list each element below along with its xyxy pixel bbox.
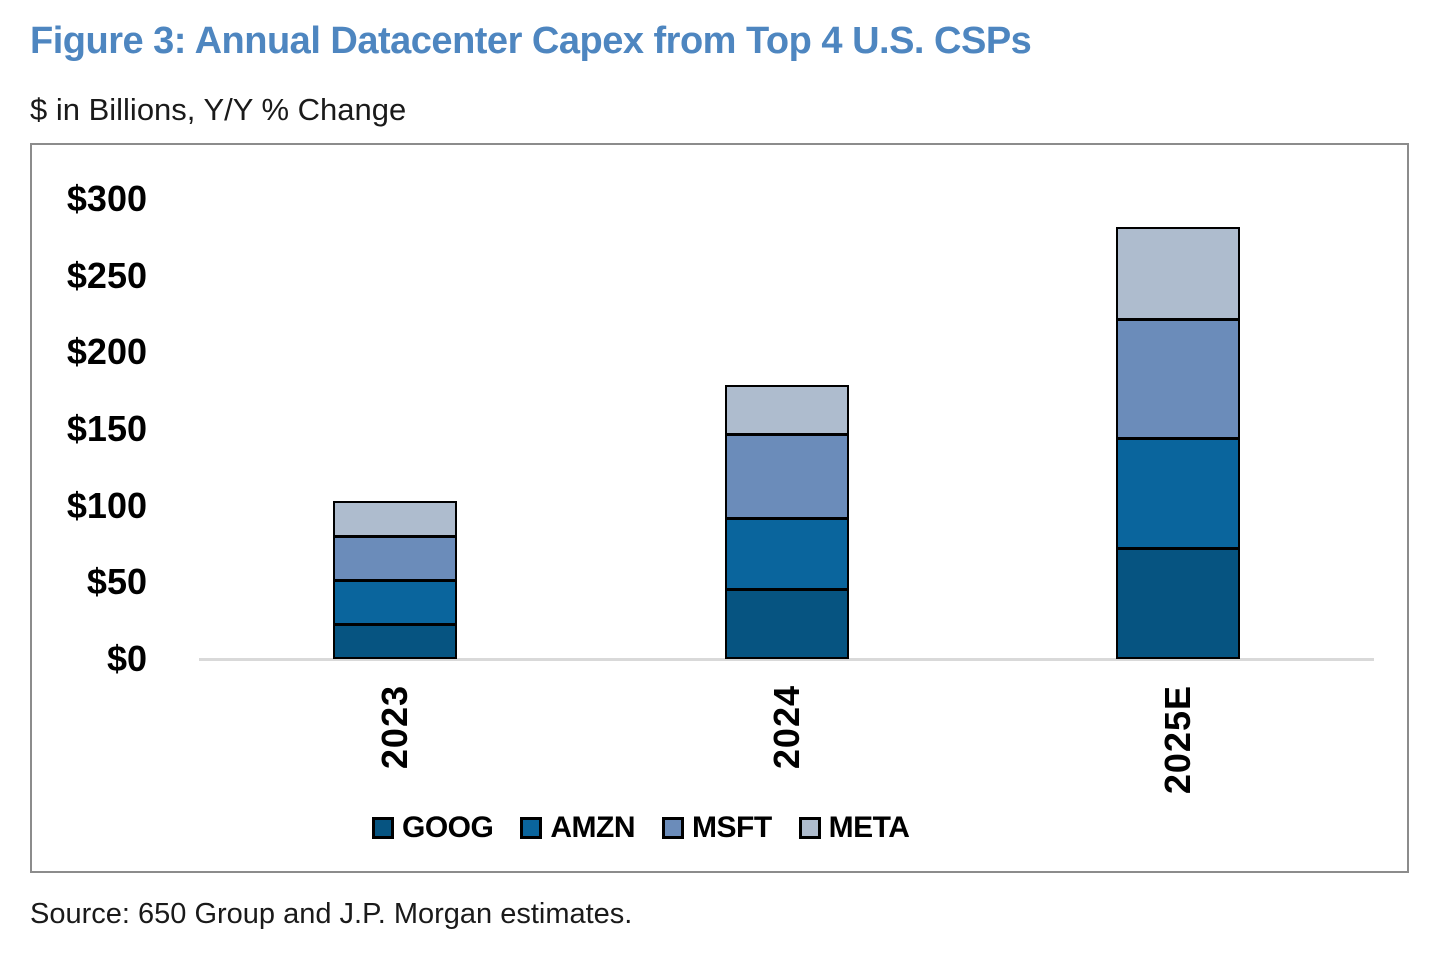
y-tick-label: $200 — [66, 331, 147, 373]
legend-swatch-meta — [798, 817, 821, 839]
bar-segment-amzn — [1118, 436, 1239, 547]
y-tick-label: $100 — [66, 484, 147, 526]
legend-item-meta: META — [798, 811, 910, 845]
legend-label: META — [828, 811, 910, 844]
y-tick-label: $50 — [86, 561, 147, 603]
figure-subtitle: $ in Billions, Y/Y % Change — [30, 92, 407, 127]
bar-segment-amzn — [334, 579, 455, 624]
bar-segment-meta — [334, 503, 455, 536]
legend-item-msft: MSFT — [662, 811, 772, 845]
x-axis-label-2025e: 2025E — [1153, 685, 1203, 794]
x-axis-label-text: 2025E — [1157, 685, 1199, 795]
legend-label: MSFT — [692, 811, 772, 844]
x-axis-label-text: 2024 — [765, 685, 807, 770]
bar-segment-meta — [1118, 228, 1239, 318]
legend: GOOG AMZN MSFT META — [372, 811, 910, 845]
bar-segment-meta — [726, 386, 847, 434]
legend-swatch-goog — [372, 817, 394, 839]
y-tick-label: $150 — [66, 408, 147, 450]
stacked-bar-2025e — [1116, 226, 1241, 659]
bar-segment-goog — [726, 588, 847, 657]
bar-segment-goog — [1118, 546, 1239, 657]
y-tick-label: $250 — [66, 254, 147, 296]
legend-label: AMZN — [550, 811, 635, 844]
figure-title: Figure 3: Annual Datacenter Capex from T… — [30, 20, 1032, 62]
bar-segment-msft — [726, 433, 847, 517]
bar-segment-msft — [1118, 317, 1239, 437]
x-axis-label-2023: 2023 — [370, 685, 420, 769]
x-axis-line — [199, 658, 1374, 661]
bar-segment-amzn — [726, 516, 847, 589]
x-axis-label-text: 2023 — [373, 685, 415, 770]
legend-item-goog: GOOG — [372, 811, 494, 845]
x-axis-label-2024: 2024 — [762, 685, 812, 769]
source-note: Source: 650 Group and J.P. Morgan estima… — [30, 898, 633, 930]
bar-segment-goog — [334, 623, 455, 657]
legend-item-amzn: AMZN — [520, 811, 635, 845]
legend-swatch-msft — [662, 817, 684, 839]
stacked-bar-2024 — [724, 384, 849, 659]
bar-segment-msft — [334, 535, 455, 580]
stacked-bar-2023 — [332, 501, 457, 659]
legend-label: GOOG — [402, 811, 494, 844]
chart-area: $300 $250 $200 $150 $100 $50 $0 2023 2024 2025E … — [30, 143, 1409, 873]
y-tick-label: $300 — [66, 178, 147, 220]
y-tick-label: $0 — [106, 638, 147, 679]
legend-swatch-amzn — [520, 817, 543, 839]
